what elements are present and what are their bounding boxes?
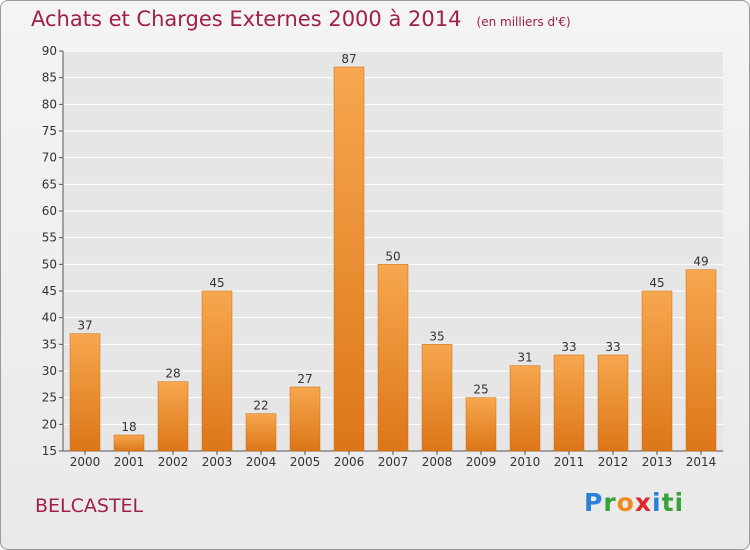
bar-value-label: 87: [341, 52, 356, 66]
chart-subtitle: (en milliers d'€): [476, 15, 571, 29]
bar-2001: [113, 434, 145, 452]
chart-title-block: Achats et Charges Externes 2000 à 2014 (…: [31, 7, 571, 31]
bar-value-label: 31: [517, 351, 532, 365]
x-tick-label: 2000: [70, 455, 101, 469]
x-tick-label: 2013: [642, 455, 673, 469]
commune-name: BELCASTEL: [35, 495, 144, 517]
bar-value-label: 22: [253, 399, 268, 413]
y-tick-label: 90: [42, 44, 57, 58]
y-tick-label: 55: [42, 231, 57, 245]
bar-2013: [641, 290, 673, 452]
bar-2006: [333, 66, 365, 452]
bar-value-label: 45: [649, 276, 664, 290]
x-tick-label: 2014: [686, 455, 717, 469]
x-tick-label: 2004: [246, 455, 277, 469]
bar-2004: [245, 413, 277, 452]
y-tick-label: 60: [42, 204, 57, 218]
x-tick-label: 2008: [422, 455, 453, 469]
bar-value-label: 33: [561, 340, 576, 354]
y-tick-label: 35: [42, 337, 57, 351]
y-tick-label: 75: [42, 124, 57, 138]
chart-title: Achats et Charges Externes 2000 à 2014: [31, 7, 462, 31]
y-tick-label: 20: [42, 417, 57, 431]
bar-value-label: 25: [473, 383, 488, 397]
y-tick-label: 50: [42, 257, 57, 271]
bar-2003: [201, 290, 233, 452]
x-tick-label: 2010: [510, 455, 541, 469]
bar-value-label: 37: [77, 319, 92, 333]
proxiti-logo: Proxiti: [584, 488, 685, 517]
bar-value-label: 35: [429, 329, 444, 343]
bar-2000: [69, 333, 101, 452]
x-tick-label: 2006: [334, 455, 365, 469]
x-tick-label: 2003: [202, 455, 233, 469]
bar-2009: [465, 397, 497, 452]
y-tick-label: 65: [42, 177, 57, 191]
bar-value-label: 27: [297, 372, 312, 386]
bar-2012: [597, 354, 629, 452]
bar-2014: [685, 269, 717, 452]
bar-2007: [377, 264, 409, 452]
bar-value-label: 49: [693, 255, 708, 269]
x-tick-label: 2011: [554, 455, 585, 469]
bar-value-label: 28: [165, 367, 180, 381]
y-tick-label: 40: [42, 311, 57, 325]
x-tick-label: 2001: [114, 455, 145, 469]
bar-2010: [509, 365, 541, 452]
bar-value-label: 18: [121, 420, 136, 434]
x-tick-label: 2007: [378, 455, 409, 469]
bar-2008: [421, 344, 453, 452]
y-tick-label: 25: [42, 391, 57, 405]
bar-value-label: 50: [385, 249, 400, 263]
x-tick-label: 2009: [466, 455, 497, 469]
bar-2002: [157, 381, 189, 452]
bar-value-label: 45: [209, 276, 224, 290]
x-tick-label: 2002: [158, 455, 189, 469]
bar-value-label: 33: [605, 340, 620, 354]
y-tick-label: 30: [42, 364, 57, 378]
bar-2005: [289, 386, 321, 452]
y-tick-label: 85: [42, 71, 57, 85]
bar-2011: [553, 354, 585, 452]
y-tick-label: 45: [42, 284, 57, 298]
y-tick-label: 80: [42, 97, 57, 111]
y-tick-label: 15: [42, 444, 57, 458]
x-tick-label: 2005: [290, 455, 321, 469]
y-tick-label: 70: [42, 151, 57, 165]
x-tick-label: 2012: [598, 455, 629, 469]
